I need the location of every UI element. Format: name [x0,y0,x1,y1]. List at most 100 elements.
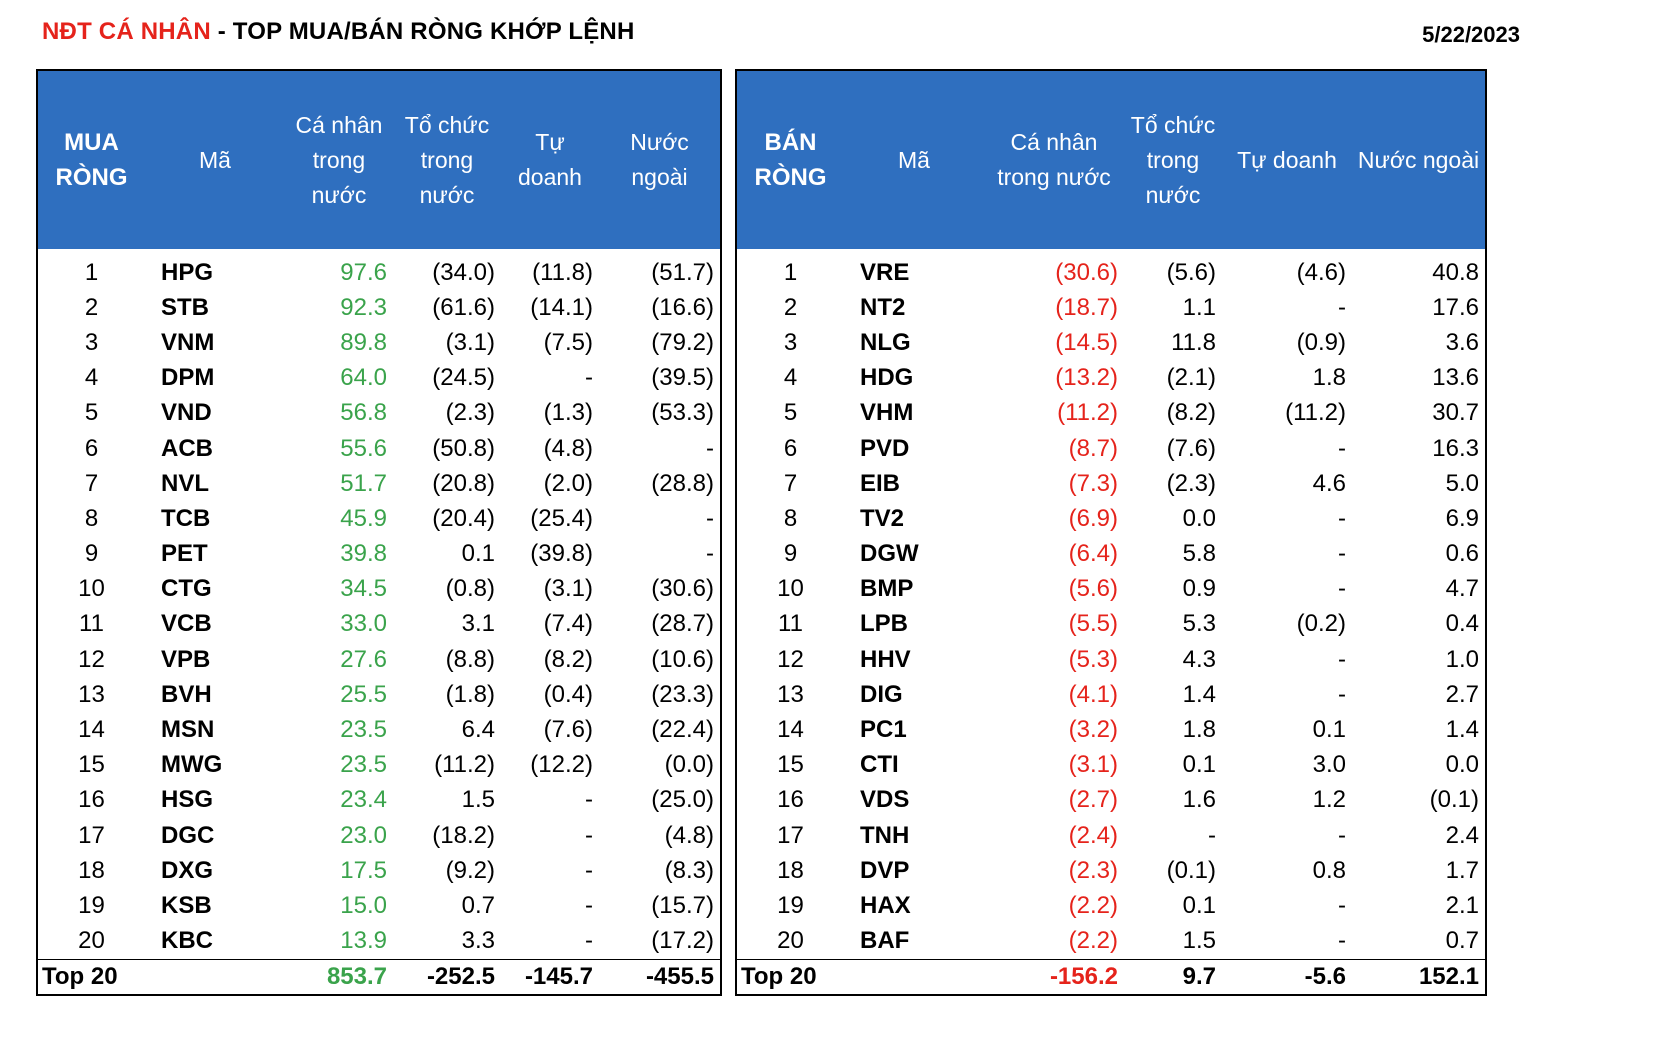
institution-cell: 1.8 [1182,716,1216,744]
institution-cell: 0.9 [1182,575,1216,603]
institution-cell: (0.1) [1166,856,1216,884]
foreign-cell: (53.3) [651,399,714,427]
code-cell: EIB [860,469,901,497]
foreign-cell: 0.7 [1445,927,1479,955]
individual-cell: 55.6 [340,434,387,462]
rank-cell: 12 [777,645,804,673]
institution-cell: 1.5 [461,786,495,814]
total-row: Top 20 -156.2 9.7 -5.6 152.1 [736,958,1486,995]
proprietary-cell: (4.8) [543,434,593,462]
total-proprietary: -5.6 [1222,958,1352,995]
rank-cell: 4 [783,364,798,392]
col-header-individual: Cá nhân trong nước [984,70,1124,249]
foreign-cell: 3.6 [1445,328,1479,356]
foreign-cell: (39.5) [651,364,714,392]
code-cell: NT2 [860,293,906,321]
proprietary-cell: (0.2) [1296,610,1346,638]
individual-cell: 39.8 [340,540,387,568]
rank-cell: 6 [783,434,798,462]
proprietary-cell: 1.8 [1312,364,1346,392]
individual-cell: 34.5 [340,575,387,603]
foreign-cell: 1.4 [1445,716,1479,744]
code-cell: HAX [860,891,911,919]
rank-cell: 14 [777,716,804,744]
code-cell: HHV [860,645,911,673]
foreign-cell: 4.7 [1445,575,1479,603]
table-row: 13 DIG (4.1) 1.4 - 2.7 [736,677,1486,712]
individual-cell: (2.3) [1068,856,1118,884]
rank-cell: 16 [777,786,804,814]
foreign-cell: 17.6 [1432,293,1479,321]
total-label: Top 20 [37,958,145,995]
code-cell: STB [161,293,209,321]
table-row: 15 CTI (3.1) 0.1 3.0 0.0 [736,748,1486,783]
foreign-cell: - [706,504,714,532]
proprietary-cell: 3.0 [1312,751,1346,779]
table-row: 15 MWG 23.5 (11.2) (12.2) (0.0) [37,748,721,783]
code-cell: DVP [860,856,910,884]
individual-cell: 17.5 [340,856,387,884]
code-cell: VPB [161,645,211,673]
institution-cell: 4.3 [1182,645,1216,673]
proprietary-cell: - [585,927,593,955]
table-row: 10 BMP (5.6) 0.9 - 4.7 [736,572,1486,607]
table-row: 17 DGC 23.0 (18.2) - (4.8) [37,818,721,853]
proprietary-cell: - [1338,645,1346,673]
institution-cell: (5.6) [1166,258,1216,286]
proprietary-cell: (14.1) [530,293,593,321]
proprietary-cell: - [1338,293,1346,321]
table-row: 11 LPB (5.5) 5.3 (0.2) 0.4 [736,607,1486,642]
code-cell: MSN [161,716,215,744]
foreign-cell: (17.2) [651,927,714,955]
proprietary-cell: - [1338,540,1346,568]
code-cell: BAF [860,927,910,955]
proprietary-cell: - [1338,575,1346,603]
table-row: 11 VCB 33.0 3.1 (7.4) (28.7) [37,607,721,642]
rank-cell: 19 [777,891,804,919]
total-individual: 853.7 [285,958,393,995]
rank-cell: 10 [78,575,105,603]
rank-cell: 1 [783,258,798,286]
table-row: 8 TV2 (6.9) 0.0 - 6.9 [736,501,1486,536]
rank-cell: 20 [777,927,804,955]
individual-cell: 13.9 [340,927,387,955]
table-row: 20 KBC 13.9 3.3 - (17.2) [37,924,721,960]
rank-cell: 8 [783,504,798,532]
foreign-cell: (4.8) [664,821,714,849]
code-cell: DXG [161,856,214,884]
header-row: BÁN RÒNG Mã Cá nhân trong nước Tổ chức t… [736,70,1486,249]
institution-cell: (8.2) [1166,399,1216,427]
rank-cell: 15 [777,751,804,779]
proprietary-cell: - [1338,504,1346,532]
rank-cell: 7 [84,469,99,497]
proprietary-cell: (4.6) [1296,258,1346,286]
col-header-proprietary: Tự doanh [1222,70,1352,249]
institution-cell: 3.3 [461,927,495,955]
proprietary-cell: (3.1) [543,575,593,603]
net-buy-table: MUA RÒNG Mã Cá nhân trong nước Tổ chức t… [36,69,722,996]
foreign-cell: (23.3) [651,680,714,708]
institution-cell: 0.1 [461,540,495,568]
rank-cell: 13 [78,680,105,708]
col-header-proprietary: Tự doanh [501,70,599,249]
institution-cell: 5.8 [1182,540,1216,568]
proprietary-cell: (2.0) [543,469,593,497]
proprietary-cell: 0.1 [1312,716,1346,744]
table-row: 20 BAF (2.2) 1.5 - 0.7 [736,924,1486,960]
proprietary-cell: (8.2) [543,645,593,673]
individual-cell: 64.0 [340,364,387,392]
institution-cell: (18.2) [432,821,495,849]
table-row: 17 TNH (2.4) - - 2.4 [736,818,1486,853]
institution-cell: 3.1 [461,610,495,638]
foreign-cell: (15.7) [651,891,714,919]
table-row: 12 HHV (5.3) 4.3 - 1.0 [736,642,1486,677]
table-row: 13 BVH 25.5 (1.8) (0.4) (23.3) [37,677,721,712]
individual-cell: (3.1) [1068,751,1118,779]
foreign-cell: - [706,434,714,462]
institution-cell: 1.4 [1182,680,1216,708]
rank-cell: 2 [84,293,99,321]
rank-cell: 2 [783,293,798,321]
rank-cell: 19 [78,891,105,919]
foreign-cell: 40.8 [1432,258,1479,286]
proprietary-cell: - [1338,821,1346,849]
